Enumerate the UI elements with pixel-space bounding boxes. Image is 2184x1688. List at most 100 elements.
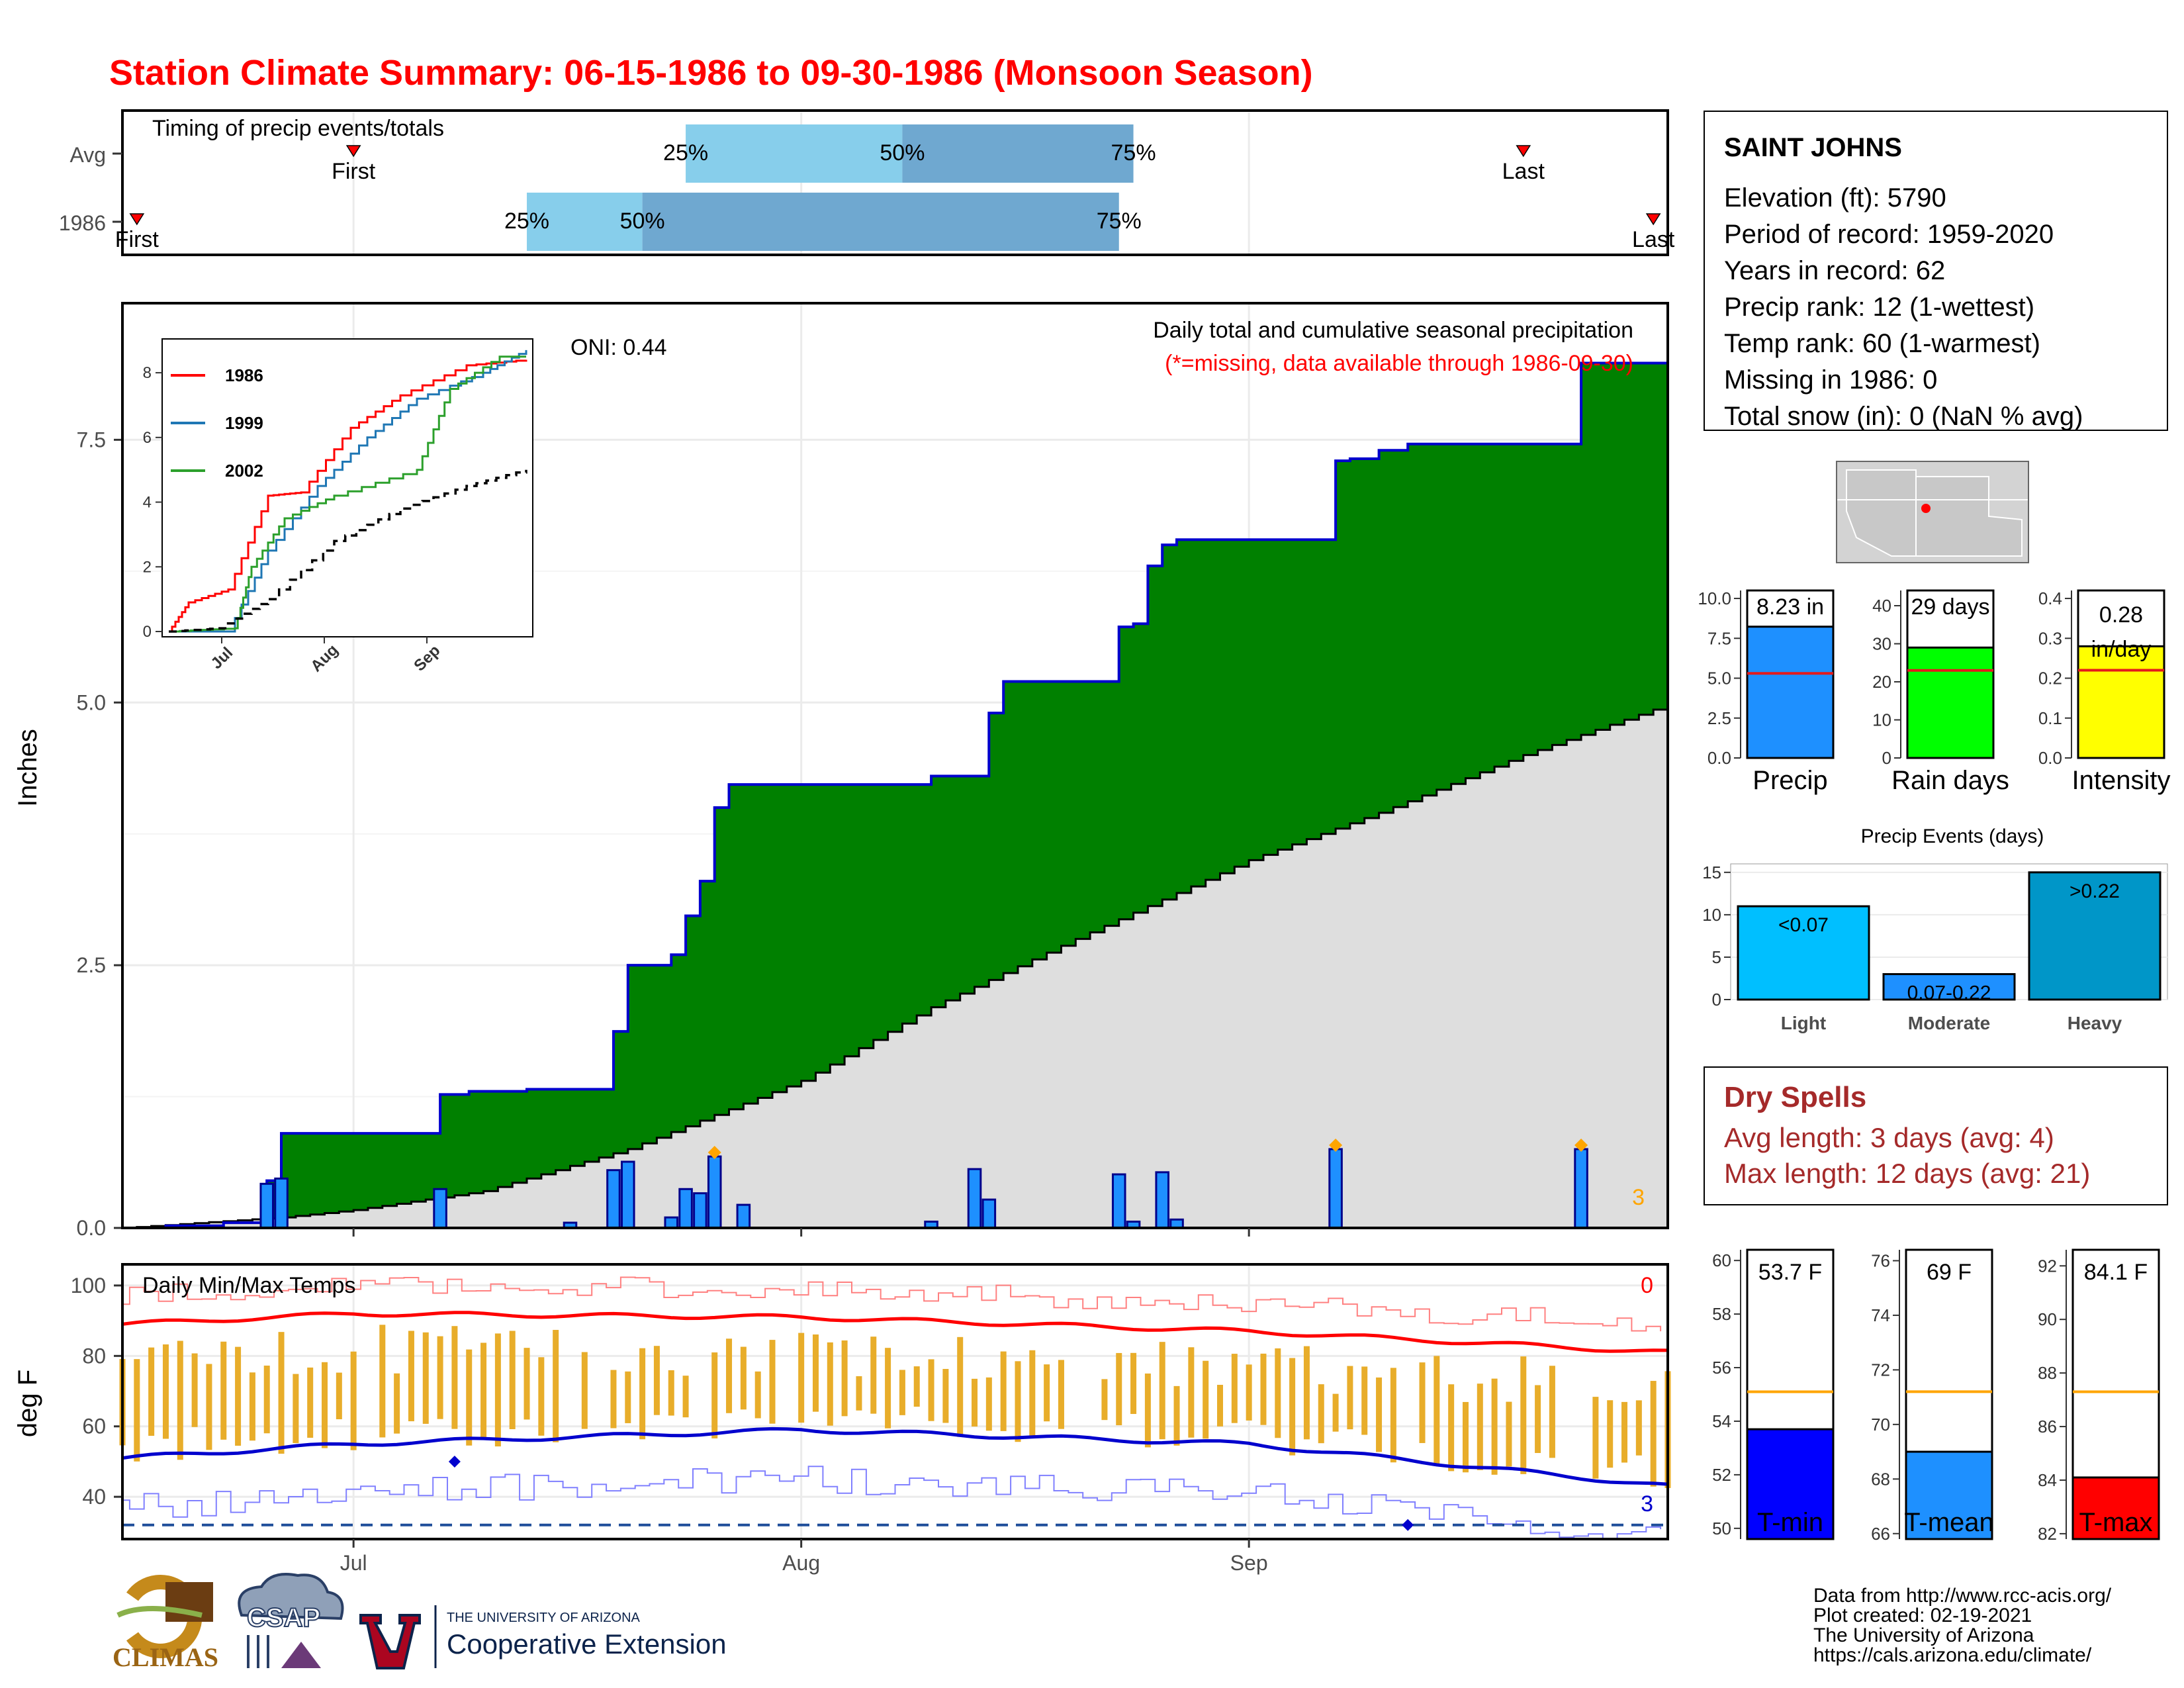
daily-temp-range-bar: [322, 1362, 328, 1448]
station-elevation: Elevation (ft): 5790: [1724, 183, 1946, 212]
daily-precip-bar: [1111, 1173, 1126, 1229]
hot-day-count: 0: [1641, 1273, 1653, 1298]
daily-precip-bar: [621, 1160, 635, 1229]
precip-events-chart: 0 5 10 15 <0.07 Light 0.07-0.22 Moderate >0.22 He…: [1702, 863, 2168, 1033]
dry-avg-length: Avg length: 3 days (avg: 4): [1724, 1122, 2054, 1153]
temp-tick-label: 60: [82, 1415, 106, 1438]
daily-temp-range-bar: [336, 1372, 342, 1420]
cumulative-average-area: [122, 704, 1668, 1228]
summary-tick-label: 0.0: [2038, 748, 2062, 768]
event-bar: [1882, 973, 2016, 1001]
daily-temp-range-bar: [1549, 1366, 1555, 1458]
daily-temp-range-bar: [191, 1353, 198, 1427]
event-bar: [1737, 905, 1870, 1001]
timing-bar-q50-q75: [642, 193, 1119, 251]
daily-temp-range-bar: [1347, 1366, 1353, 1430]
summary-tick-label: 0.4: [2038, 588, 2062, 608]
daily-temp-range-bar: [220, 1341, 227, 1440]
daily-temp-range-bar: [899, 1370, 905, 1415]
inset-tick-label: 6: [143, 429, 152, 447]
timing-bar-q50-q75: [902, 124, 1134, 183]
precip-tick-label: 2.5: [77, 953, 106, 977]
temp-summary-tick-label: 70: [1871, 1415, 1890, 1434]
tmean-label: 69 F: [1927, 1260, 1972, 1285]
timing-last-label: Last: [1632, 227, 1675, 252]
daily-temp-range-bar: [206, 1364, 212, 1450]
intensity-bar-xlabel: Intensity: [2072, 766, 2171, 795]
inset-tick-label: 0: [143, 623, 152, 641]
daily-temp-range-bar: [162, 1344, 169, 1439]
daily-temp-range-bar: [538, 1357, 545, 1436]
daily-temp-range-bar: [1332, 1393, 1339, 1432]
intensity-bar-unit: in/day: [2091, 637, 2152, 662]
daily-temp-range-bar: [1217, 1385, 1224, 1427]
daily-temp-range-bar: [1173, 1385, 1180, 1446]
daily-precip-bar: [606, 1169, 621, 1229]
daily-temp-range-bar: [625, 1371, 631, 1423]
daily-temp-range-bar: [1621, 1401, 1628, 1463]
oni-label: ONI: 0.44: [570, 335, 667, 360]
precip-bar-label: 8.23 in: [1756, 594, 1824, 620]
dry-spells-title: Dry Spells: [1724, 1081, 1866, 1113]
temp-tick-label: 40: [82, 1485, 106, 1509]
timing-row-label-avg: Avg: [69, 143, 106, 167]
ua-logo-main-text: Cooperative Extension: [447, 1628, 727, 1660]
daily-temp-range-bar: [1188, 1347, 1195, 1438]
month-label: Aug: [782, 1551, 820, 1575]
cold-record-marker: [1402, 1519, 1414, 1531]
daily-temp-range-bar: [885, 1348, 891, 1429]
cold-record-marker: [448, 1455, 461, 1468]
summary-bar: [1906, 646, 1995, 759]
timing-first-marker: [129, 213, 145, 226]
summary-tick-label: 20: [1872, 672, 1891, 692]
daily-temp-range-bar: [350, 1351, 357, 1450]
summary-bar: [2077, 645, 2165, 759]
daily-temp-range-bar: [1506, 1401, 1512, 1467]
temp-summary-tick-label: 86: [2038, 1417, 2057, 1436]
temp-summary-bar: [1746, 1428, 1835, 1540]
precip-subtitle: Daily total and cumulative seasonal prec…: [1153, 318, 1633, 343]
daily-precip-bar: [1155, 1171, 1169, 1229]
event-bar-label: 0.07-0.22: [1907, 982, 1991, 1004]
timing-title: Timing of precip events/totals: [152, 116, 444, 141]
daily-temp-range-bar: [523, 1348, 530, 1420]
event-category-label: Light: [1781, 1013, 1826, 1033]
daily-temp-range-bar: [1029, 1350, 1036, 1436]
station-period: Period of record: 1959-2020: [1724, 220, 2054, 249]
timing-q25-label: 25%: [504, 209, 549, 234]
month-label: Jul: [340, 1551, 367, 1575]
timing-q50-label: 50%: [880, 140, 925, 165]
daily-temp-range-bar: [827, 1342, 833, 1426]
intensity-bar-label: 0.28: [2099, 602, 2143, 628]
extreme-precip-marker: [1329, 1138, 1343, 1152]
daily-temp-range-bar: [581, 1352, 588, 1429]
university-of-arizona-logo: THE UNIVERSITY OF ARIZONA Cooperative Ex…: [359, 1605, 727, 1669]
temp-summary-tick-label: 92: [2038, 1256, 2057, 1276]
daily-precip-bar: [678, 1188, 693, 1229]
daily-precip-bar: [707, 1155, 722, 1229]
station-info-box: SAINT JOHNS Elevation (ft): 5790 Period …: [1704, 111, 2168, 431]
daily-temp-range-bar: [480, 1342, 487, 1439]
summary-tick-label: 0.3: [2038, 628, 2062, 648]
extreme-precip-marker: [707, 1146, 721, 1160]
timing-first-marker: [345, 145, 361, 158]
summary-tick-label: 2.5: [1707, 708, 1731, 728]
daily-precip-bar: [981, 1198, 997, 1229]
daily-temp-range-bar: [841, 1340, 848, 1417]
summary-tick-label: 0.0: [1707, 748, 1731, 768]
temp-summary-tick-label: 54: [1712, 1411, 1731, 1431]
temp-tick-label: 100: [71, 1274, 106, 1297]
daily-temp-range-bar: [1289, 1358, 1296, 1456]
summary-tick-label: 10.0: [1698, 588, 1731, 608]
precip-bar-xlabel: Precip: [1752, 766, 1827, 795]
summary-tick-label: 10: [1872, 710, 1891, 730]
precip-tick-label: 5.0: [77, 690, 106, 714]
daily-temp-range-bar: [639, 1348, 646, 1440]
temp-summary-tick-label: 56: [1712, 1358, 1731, 1378]
daily-temp-range-bar: [379, 1325, 386, 1438]
temp-summary-bar: [2071, 1476, 2160, 1540]
daily-precip-bar: [274, 1177, 289, 1229]
temp-summary-tick-label: 52: [1712, 1465, 1731, 1485]
daily-temp-range-bar: [1318, 1384, 1324, 1444]
